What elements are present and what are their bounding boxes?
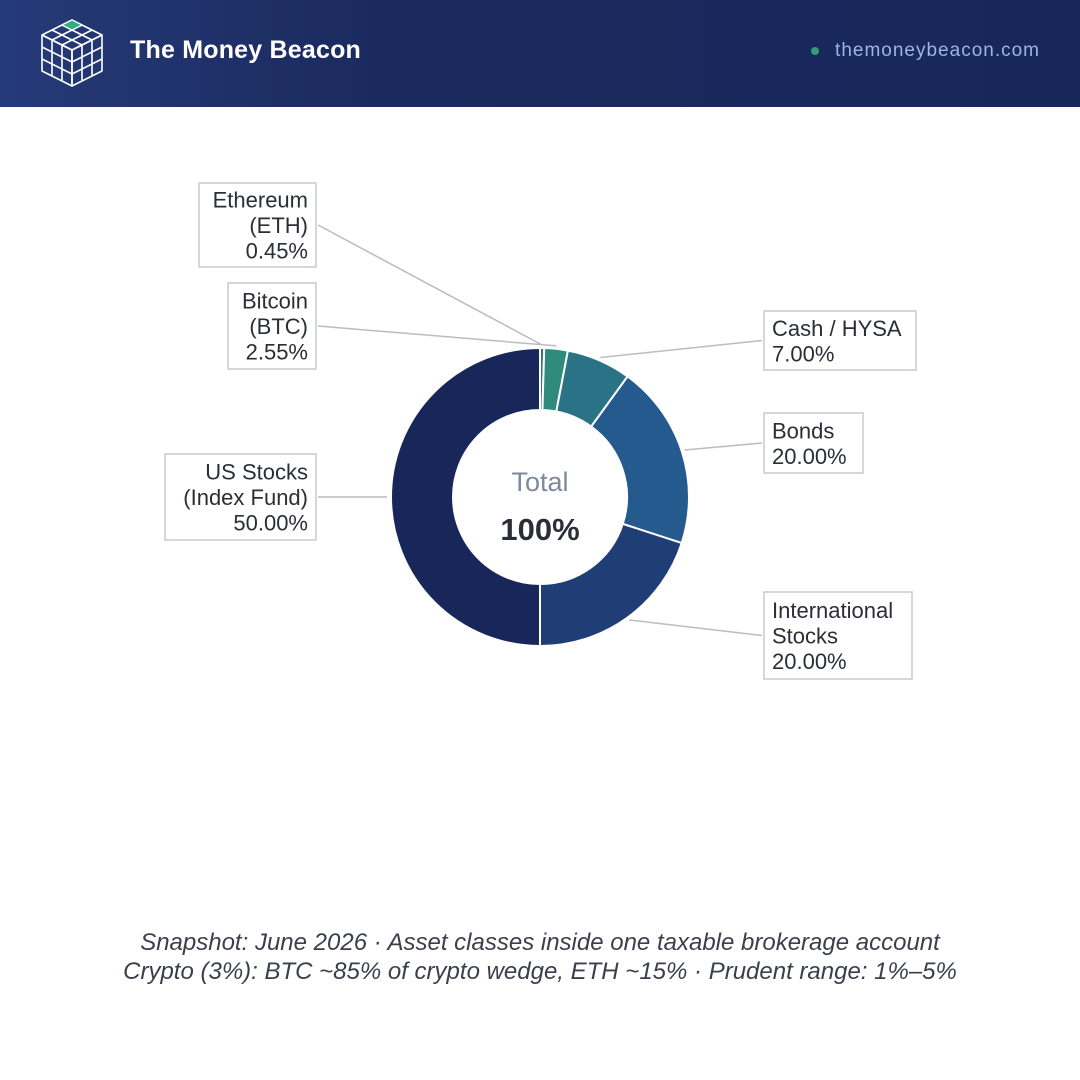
slice-label: Ethereum (ETH) 0.45%	[213, 188, 308, 264]
slice-label-line: Stocks	[772, 624, 838, 649]
footer-notes: Snapshot: June 2026 · Asset classes insi…	[0, 928, 1080, 986]
header-bar: The Money Beacon themoneybeacon.com	[0, 0, 1080, 107]
slice-value: 0.45%	[246, 239, 308, 264]
label-box	[763, 591, 913, 680]
leader-line	[629, 619, 763, 637]
label-box	[164, 453, 317, 541]
leader-line	[317, 224, 543, 346]
cube-grid-icon	[41, 19, 103, 87]
slice-label-line: (Index Fund)	[183, 485, 308, 510]
leader-line	[684, 442, 763, 451]
label-box	[227, 282, 317, 370]
slice-value: 20.00%	[772, 649, 847, 674]
slice-label-line: Bitcoin	[242, 289, 308, 314]
brand-title: The Money Beacon	[130, 36, 362, 64]
slice-label: US Stocks (Index Fund) 50.00%	[183, 460, 308, 536]
slice-label-line: International	[772, 598, 893, 623]
center-value: 100%	[500, 512, 579, 547]
center-label: Total	[511, 467, 568, 497]
site-url[interactable]: themoneybeacon.com	[811, 40, 1040, 62]
slice-label-line: Ethereum	[213, 188, 308, 213]
slice-label-line: Bonds	[772, 418, 834, 443]
slice-value: 7.00%	[772, 341, 834, 366]
label-box	[198, 182, 317, 268]
label-box	[763, 310, 917, 371]
leader-line	[600, 339, 763, 359]
slice-label: Cash / HYSA 7.00%	[772, 316, 902, 367]
slice-label-line: Cash / HYSA	[772, 316, 902, 341]
site-url-text: themoneybeacon.com	[835, 40, 1040, 61]
slice-label-line: (BTC)	[249, 314, 308, 339]
slice-label: International Stocks 20.00%	[772, 598, 893, 674]
leader-line	[317, 325, 557, 347]
dot-icon	[811, 47, 820, 55]
footer-line-1: Snapshot: June 2026 · Asset classes insi…	[140, 929, 940, 956]
slice-label-line: US Stocks	[205, 460, 308, 485]
slice-value: 20.00%	[772, 444, 847, 469]
donut-slice	[390, 346, 541, 648]
slice-value: 50.00%	[233, 511, 308, 536]
footer-line-2: Crypto (3%): BTC ~85% of crypto wedge, E…	[123, 958, 957, 985]
label-box	[763, 412, 864, 474]
slice-label: Bonds 20.00%	[772, 418, 847, 469]
slice-label-line: (ETH)	[249, 213, 308, 238]
slice-label: Bitcoin (BTC) 2.55%	[242, 289, 308, 365]
slice-value: 2.55%	[246, 340, 308, 365]
donut-chart: Ethereum (ETH) 0.45% Bitcoin (BTC) 2.55% Cash …	[164, 182, 917, 680]
